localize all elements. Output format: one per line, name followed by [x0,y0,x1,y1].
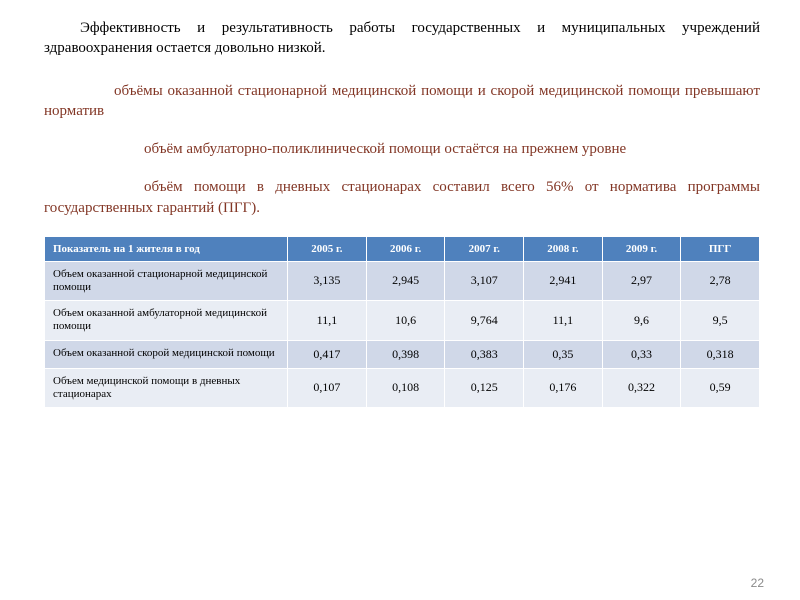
cell: 9,764 [445,301,524,340]
cell: 0,125 [445,368,524,407]
data-table: Показатель на 1 жителя в год 2005 г. 200… [44,236,760,408]
slide-root: Эффективность и результативность работы … [0,0,800,600]
cell: 11,1 [288,301,367,340]
page-number: 22 [751,576,764,590]
table-header-year: 2006 г. [366,236,445,261]
row-label: Объем оказанной амбулаторной медицинской… [45,301,288,340]
cell: 2,945 [366,261,445,300]
cell: 9,6 [602,301,681,340]
table-header-year: 2007 г. [445,236,524,261]
row-label: Объем оказанной скорой медицинской помощ… [45,340,288,368]
row-label: Объем медицинской помощи в дневных стаци… [45,368,288,407]
cell: 0,59 [681,368,760,407]
table-header-row: Показатель на 1 жителя в год 2005 г. 200… [45,236,760,261]
cell: 0,35 [524,340,603,368]
cell: 0,383 [445,340,524,368]
cell: 2,97 [602,261,681,300]
table-row: Объем медицинской помощи в дневных стаци… [45,368,760,407]
table-row: Объем оказанной стационарной медицинской… [45,261,760,300]
row-label: Объем оказанной стационарной медицинской… [45,261,288,300]
cell: 0,33 [602,340,681,368]
subpara-2: объём амбулаторно-поликлинической помощи… [44,139,760,159]
table-row: Объем оказанной скорой медицинской помощ… [45,340,760,368]
subpara-1: объёмы оказанной стационарной медицинско… [44,81,760,122]
cell: 0,417 [288,340,367,368]
cell: 0,318 [681,340,760,368]
table-row: Объем оказанной амбулаторной медицинской… [45,301,760,340]
cell: 0,398 [366,340,445,368]
cell: 0,108 [366,368,445,407]
cell: 0,107 [288,368,367,407]
table-header-year: 2008 г. [524,236,603,261]
cell: 2,78 [681,261,760,300]
subpara-3: объём помощи в дневных стационарах соста… [44,177,760,218]
cell: 3,107 [445,261,524,300]
cell: 11,1 [524,301,603,340]
cell: 0,322 [602,368,681,407]
table-header-pgg: ПГГ [681,236,760,261]
cell: 10,6 [366,301,445,340]
table-header-indicator: Показатель на 1 жителя в год [45,236,288,261]
cell: 9,5 [681,301,760,340]
cell: 3,135 [288,261,367,300]
cell: 0,176 [524,368,603,407]
table-header-year: 2009 г. [602,236,681,261]
cell: 2,941 [524,261,603,300]
table-header-year: 2005 г. [288,236,367,261]
intro-paragraph: Эффективность и результативность работы … [44,18,760,59]
